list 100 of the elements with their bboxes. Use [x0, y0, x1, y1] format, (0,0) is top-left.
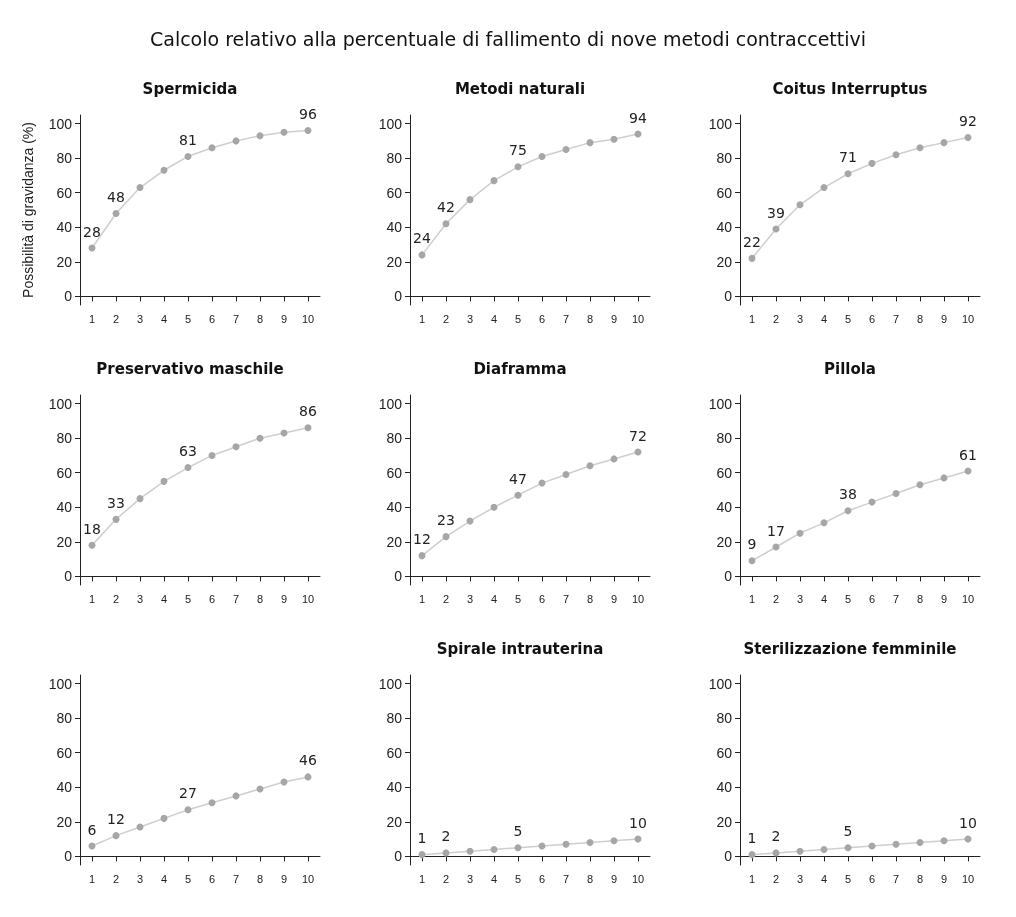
- data-label: 18: [83, 520, 101, 537]
- point: [208, 144, 216, 152]
- x-tick-label: 3: [136, 872, 144, 885]
- x-tick-label: 2: [112, 592, 120, 605]
- data-label: 1: [417, 830, 427, 847]
- data-label: 10: [629, 814, 647, 831]
- y-tick-label: 100: [378, 115, 403, 132]
- chart-title: Sterilizzazione femminile: [743, 639, 957, 658]
- data-label: 1: [747, 830, 757, 847]
- chart-title: Coitus Interruptus: [772, 79, 928, 98]
- point: [112, 515, 120, 523]
- x-tick-label: 5: [184, 872, 192, 885]
- x-tick-label: 3: [466, 592, 474, 605]
- x-tick-label: 2: [772, 872, 780, 885]
- x-tick-label: 4: [160, 872, 168, 885]
- y-axis-title: Possibilità di gravidanza (%): [20, 122, 36, 298]
- data-label: 9: [747, 536, 757, 553]
- y-tick-label: 40: [56, 499, 73, 516]
- x-tick-label: 7: [232, 872, 240, 885]
- x-tick-label: 1: [748, 592, 756, 605]
- y-tick-label: 80: [716, 710, 733, 727]
- x-tick-label: 7: [892, 592, 900, 605]
- x-tick-label: 9: [610, 592, 618, 605]
- x-tick-label: 1: [418, 592, 426, 605]
- x-tick-label: 3: [796, 312, 804, 325]
- point: [940, 837, 948, 845]
- point: [844, 844, 852, 852]
- x-tick-label: 8: [916, 312, 924, 325]
- y-tick-label: 40: [386, 779, 403, 796]
- point: [466, 196, 474, 204]
- y-tick-label: 80: [56, 710, 73, 727]
- chart-title: Metodi naturali: [454, 79, 586, 98]
- data-label: 92: [959, 112, 977, 129]
- data-label: 17: [767, 522, 785, 539]
- y-tick-label: 80: [716, 150, 733, 167]
- point: [892, 489, 900, 497]
- data-label: 10: [959, 814, 977, 831]
- point: [490, 177, 498, 185]
- y-tick-label: 40: [56, 219, 73, 236]
- point: [442, 533, 450, 541]
- data-label: 28: [83, 223, 101, 240]
- point: [586, 462, 594, 470]
- x-tick-label: 2: [112, 312, 120, 325]
- point: [304, 424, 312, 432]
- data-label: 94: [629, 109, 647, 126]
- point: [562, 470, 570, 478]
- data-label: 24: [413, 230, 431, 247]
- point: [748, 254, 756, 262]
- data-label: 39: [767, 204, 785, 221]
- x-tick-label: 6: [868, 592, 876, 605]
- x-tick-label: 10: [961, 872, 975, 885]
- y-tick-label: 80: [386, 430, 403, 447]
- point: [136, 184, 144, 192]
- x-tick-label: 3: [466, 872, 474, 885]
- x-tick-label: 8: [586, 312, 594, 325]
- x-tick-label: 1: [418, 872, 426, 885]
- y-tick-label: 20: [386, 533, 403, 550]
- x-tick-label: 4: [490, 872, 498, 885]
- chart-title: Pillola: [824, 359, 876, 378]
- data-label: 2: [441, 828, 451, 845]
- x-tick-label: 9: [940, 592, 948, 605]
- point: [304, 127, 312, 135]
- point: [796, 201, 804, 209]
- point: [112, 832, 120, 840]
- point: [610, 837, 618, 845]
- data-label: 22: [743, 233, 761, 250]
- data-label: 23: [437, 512, 455, 529]
- y-tick-label: 0: [724, 288, 733, 305]
- x-tick-label: 2: [442, 592, 450, 605]
- x-tick-label: 1: [88, 312, 96, 325]
- point: [514, 163, 522, 171]
- y-tick-label: 40: [716, 779, 733, 796]
- point: [418, 552, 426, 560]
- data-label: 38: [839, 486, 857, 503]
- point: [208, 799, 216, 807]
- x-tick-label: 8: [916, 592, 924, 605]
- x-tick-label: 6: [868, 312, 876, 325]
- x-tick-label: 5: [844, 872, 852, 885]
- point: [940, 139, 948, 147]
- point: [892, 151, 900, 159]
- point: [916, 481, 924, 489]
- x-tick-label: 10: [631, 592, 645, 605]
- y-tick-label: 0: [394, 568, 403, 585]
- x-tick-label: 1: [88, 872, 96, 885]
- point: [916, 839, 924, 847]
- y-tick-label: 60: [56, 184, 73, 201]
- x-tick-label: 10: [301, 872, 315, 885]
- x-tick-label: 4: [160, 592, 168, 605]
- x-tick-label: 5: [184, 592, 192, 605]
- y-tick-label: 0: [64, 288, 73, 305]
- x-tick-label: 7: [232, 592, 240, 605]
- point: [232, 443, 240, 451]
- point: [586, 139, 594, 147]
- point: [844, 507, 852, 515]
- x-tick-label: 1: [418, 312, 426, 325]
- y-tick-label: 100: [378, 395, 403, 412]
- x-tick-label: 9: [940, 872, 948, 885]
- point: [256, 132, 264, 140]
- x-tick-label: 10: [301, 592, 315, 605]
- data-label: 96: [299, 106, 317, 123]
